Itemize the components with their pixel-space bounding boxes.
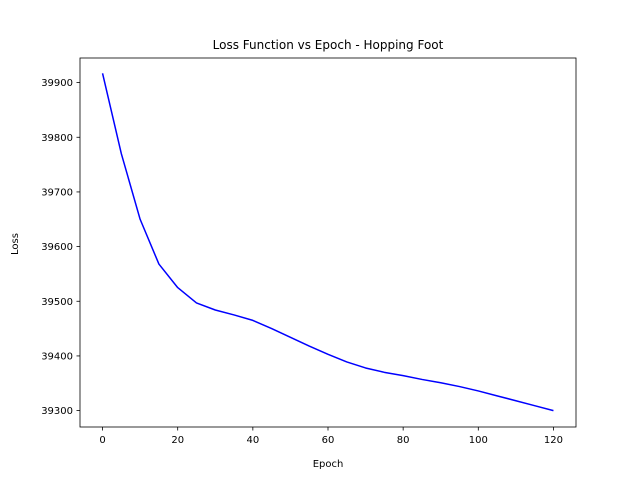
chart-title: Loss Function vs Epoch - Hopping Foot — [213, 38, 444, 52]
y-tick-label: 39700 — [41, 187, 73, 198]
y-tick-label: 39500 — [41, 297, 73, 308]
series-line-0 — [101, 73, 554, 412]
y-tick-label: 39800 — [41, 133, 73, 144]
x-axis-label: Epoch — [313, 459, 344, 470]
x-tick-label: 80 — [397, 435, 410, 446]
y-tick-label: 39600 — [41, 242, 73, 253]
x-tick-label: 100 — [469, 435, 488, 446]
plot-frame — [79, 57, 577, 428]
y-tick-label: 39900 — [41, 78, 73, 89]
x-tick-label: 120 — [544, 435, 563, 446]
y-tick-label: 39400 — [41, 351, 73, 362]
x-tick-label: 0 — [99, 435, 105, 446]
plot-area: 0 20 40 60 80 100 120 39300 39400 39500 39600 39700… — [41, 57, 577, 446]
x-tick-label: 40 — [246, 435, 259, 446]
x-tick-label: 60 — [322, 435, 335, 446]
y-axis-label: Loss — [10, 233, 21, 255]
y-tick-label: 39300 — [41, 406, 73, 417]
x-tick-label: 20 — [171, 435, 184, 446]
